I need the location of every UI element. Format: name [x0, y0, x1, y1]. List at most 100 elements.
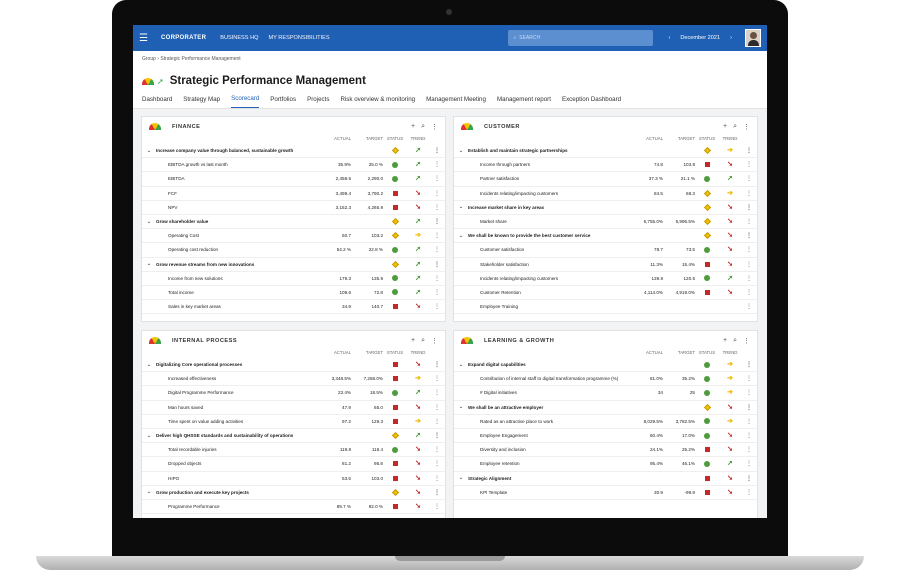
row-name[interactable]: EBITDA: [168, 176, 185, 182]
more-vertical-icon[interactable]: ⋮: [746, 390, 752, 397]
more-vertical-icon[interactable]: ⋮: [746, 362, 752, 369]
more-vertical-icon[interactable]: ⋮: [434, 275, 440, 282]
row-name[interactable]: Employee Training: [480, 304, 519, 310]
more-vertical-icon[interactable]: ⋮: [434, 362, 440, 369]
chevron-down-icon[interactable]: ⌄: [458, 232, 464, 239]
add-icon[interactable]: +: [722, 122, 728, 130]
kpi-row[interactable]: Digital Programme Performance 23.4% 18.5% ➚…: [142, 386, 445, 401]
kpi-row[interactable]: Income from new solutions 179.3 135.9 ➚ ⋮: [142, 272, 445, 286]
kpi-row[interactable]: Employee retention 95.4% 46.1% ➚ ⋮: [454, 457, 757, 472]
row-name[interactable]: Sales in key market areas: [168, 304, 221, 310]
search-icon[interactable]: ⌕: [421, 336, 425, 344]
kpi-row[interactable]: FCF 3,499.4 3,790.2 ➘ ⋮: [142, 187, 445, 201]
row-name[interactable]: KPI Template: [480, 489, 508, 495]
tab-scorecard[interactable]: Scorecard: [231, 95, 260, 108]
breadcrumb-group[interactable]: Group: [142, 56, 156, 62]
search-input[interactable]: ⌕ SEARCH: [508, 30, 654, 46]
kpi-row[interactable]: Dropped objects 81.2 95.8 ➘ ⋮: [142, 457, 445, 472]
more-vertical-icon[interactable]: ⋮: [434, 475, 440, 482]
row-name[interactable]: Customer Retention: [480, 289, 521, 295]
objective-row[interactable]: ⌄ Increase market share in key areas ➘ ⋮: [454, 201, 757, 215]
objective-row[interactable]: ⌄ Deliver high QHSSE standards and sustai…: [142, 429, 445, 444]
more-vertical-icon[interactable]: ⋮: [431, 123, 438, 131]
more-vertical-icon[interactable]: ⋮: [434, 390, 440, 397]
more-vertical-icon[interactable]: ⋮: [743, 123, 750, 131]
kpi-row[interactable]: Increased effectiveness 3,348.5% 7,268.0% ➔…: [142, 372, 445, 387]
more-vertical-icon[interactable]: ⋮: [746, 475, 752, 482]
more-vertical-icon[interactable]: ⋮: [746, 433, 752, 440]
kpi-row[interactable]: Employee Engagement 60.4% 17.0% ➘ ⋮: [454, 429, 757, 444]
row-name[interactable]: NPV: [168, 204, 178, 210]
chevron-down-icon[interactable]: ⌄: [146, 432, 152, 439]
row-name[interactable]: FCF: [168, 190, 177, 196]
kpi-row[interactable]: Incidents relating/impacting customers 13…: [454, 272, 757, 286]
more-vertical-icon[interactable]: ⋮: [434, 176, 440, 183]
search-icon[interactable]: ⌕: [733, 122, 737, 130]
row-name[interactable]: Contribution of internal staff to digita…: [480, 376, 619, 382]
row-name[interactable]: Expand digital capabilities: [468, 362, 526, 368]
tab-portfolios[interactable]: Portfolios: [270, 96, 297, 103]
more-vertical-icon[interactable]: ⋮: [746, 289, 752, 296]
row-name[interactable]: Grow shareholder value: [156, 219, 209, 225]
row-name[interactable]: Employee Engagement: [480, 433, 528, 439]
more-vertical-icon[interactable]: ⋮: [434, 219, 440, 226]
period-label[interactable]: December 2021: [680, 35, 721, 41]
row-name[interactable]: Diversity and inclusion: [480, 447, 526, 453]
row-name[interactable]: # Digital initiatives: [480, 390, 517, 396]
breadcrumb-current[interactable]: Strategic Performance Management: [160, 56, 241, 62]
nav-my-responsibilities[interactable]: MY RESPONSIBILITIES: [268, 35, 330, 41]
kpi-row[interactable]: Programme Performance 89.7 % 92.0 % ➘ ⋮: [142, 500, 445, 515]
tab-exception-dashboard[interactable]: Exception Dashboard: [561, 96, 622, 103]
more-vertical-icon[interactable]: ⋮: [746, 376, 752, 383]
row-name[interactable]: Incidents relating/impacting customers: [480, 275, 559, 281]
kpi-row[interactable]: Incidents relating/impacting customers 84…: [454, 187, 757, 201]
more-vertical-icon[interactable]: ⋮: [746, 162, 752, 169]
more-vertical-icon[interactable]: ⋮: [431, 337, 438, 345]
chevron-down-icon[interactable]: ⌄: [458, 204, 464, 211]
chevron-down-icon[interactable]: ⌄: [146, 147, 152, 154]
kpi-row[interactable]: Rated as an attractive place to work 8,02…: [454, 415, 757, 429]
more-vertical-icon[interactable]: ⋮: [434, 247, 440, 254]
more-vertical-icon[interactable]: ⋮: [746, 404, 752, 411]
more-vertical-icon[interactable]: ⋮: [746, 261, 752, 268]
row-name[interactable]: Total income: [168, 289, 194, 295]
more-vertical-icon[interactable]: ⋮: [746, 204, 752, 211]
more-vertical-icon[interactable]: ⋮: [434, 489, 440, 496]
objective-row[interactable]: ⌄ Grow shareholder value ➚ ⋮: [142, 215, 445, 230]
more-vertical-icon[interactable]: ⋮: [434, 162, 440, 169]
more-vertical-icon[interactable]: ⋮: [434, 376, 440, 383]
row-name[interactable]: Operating Cost: [168, 233, 199, 239]
more-vertical-icon[interactable]: ⋮: [434, 404, 440, 411]
kpi-row[interactable]: Sales in key market areas 34.9 140.7 ➘ ⋮: [142, 300, 445, 315]
row-name[interactable]: Total recordable injuries: [168, 447, 217, 453]
more-vertical-icon[interactable]: ⋮: [746, 418, 752, 425]
chevron-down-icon[interactable]: ⌄: [146, 261, 152, 268]
chevron-right-icon[interactable]: ›: [730, 35, 732, 41]
objective-row[interactable]: ⌄ We shall be known to provide the best c…: [454, 229, 757, 244]
row-name[interactable]: Rated as an attractive place to work: [480, 418, 554, 424]
more-vertical-icon[interactable]: ⋮: [746, 148, 752, 155]
more-vertical-icon[interactable]: ⋮: [434, 190, 440, 197]
chevron-down-icon[interactable]: ⌄: [146, 489, 152, 496]
row-name[interactable]: Increased effectiveness: [168, 376, 217, 382]
row-name[interactable]: Income from new solutions: [168, 275, 223, 281]
row-name[interactable]: Market share: [480, 219, 507, 225]
kpi-row[interactable]: Customer satisfaction 78.7 73.5 ➘ ⋮: [454, 243, 757, 258]
objective-row[interactable]: ⌄ Grow production and execute key project…: [142, 486, 445, 500]
row-name[interactable]: EBITDA growth vs last month: [168, 162, 228, 168]
kpi-row[interactable]: EBITDA 2,458.5 2,290.0 ➚ ⋮: [142, 172, 445, 187]
row-name[interactable]: Customer satisfaction: [480, 247, 525, 253]
tab-dashboard[interactable]: Dashboard: [142, 96, 173, 103]
chevron-left-icon[interactable]: ‹: [668, 35, 671, 41]
chevron-down-icon[interactable]: ⌄: [146, 218, 152, 225]
chevron-down-icon[interactable]: ⌄: [458, 361, 464, 368]
row-name[interactable]: Stakeholder satisfaction: [480, 261, 529, 267]
more-vertical-icon[interactable]: ⋮: [434, 304, 440, 311]
row-name[interactable]: We shall be known to provide the best cu…: [468, 233, 591, 239]
add-icon[interactable]: +: [722, 336, 728, 344]
nav-business-hq[interactable]: BUSINESS HQ: [220, 35, 259, 41]
objective-row[interactable]: ⌄ Digitalizing Core operational processes…: [142, 358, 445, 373]
objective-row[interactable]: ⌄ Expand digital capabilities ➔ ⋮: [454, 358, 757, 373]
tab-strategy-map[interactable]: Strategy Map: [183, 96, 221, 103]
kpi-row[interactable]: EBITDA growth vs last month 35.9% 25.0 % ➚ ⋮: [142, 158, 445, 173]
